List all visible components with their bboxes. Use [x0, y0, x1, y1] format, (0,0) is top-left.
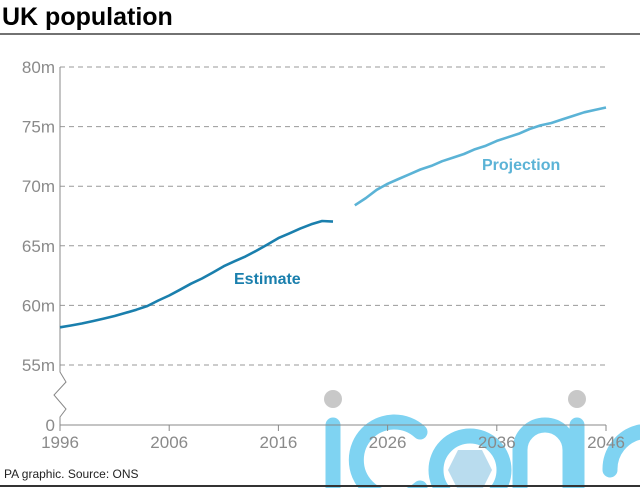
y-tick-label: 0	[46, 416, 55, 435]
y-axis-break	[53, 67, 67, 425]
x-tick-label: 1996	[41, 433, 79, 452]
y-tick-label: 75m	[22, 118, 55, 137]
series-line-estimate	[59, 219, 334, 329]
chart-title: UK population	[2, 3, 173, 31]
series-lines	[59, 106, 607, 329]
y-tick-label: 55m	[22, 356, 55, 375]
series-label-projection: Projection	[482, 157, 560, 174]
y-tick-label: 70m	[22, 177, 55, 196]
y-tick-label: 60m	[22, 296, 55, 315]
series-label-estimate: Estimate	[234, 271, 301, 288]
axes: 0 55m 60m 65m 70m 75m 80m 1996 2006 2016 2026 2036 2…	[22, 58, 625, 452]
x-tick-label: 2036	[478, 433, 516, 452]
y-tick-label: 65m	[22, 237, 55, 256]
x-tick-label: 2016	[259, 433, 297, 452]
x-tick-label: 2006	[150, 433, 188, 452]
y-tick-label: 80m	[22, 58, 55, 77]
gridlines	[60, 66, 606, 366]
series-line-projection	[354, 106, 607, 207]
x-tick-label: 2046	[587, 433, 625, 452]
x-tick-label: 2026	[369, 433, 407, 452]
source-note: PA graphic. Source: ONS	[4, 467, 139, 481]
